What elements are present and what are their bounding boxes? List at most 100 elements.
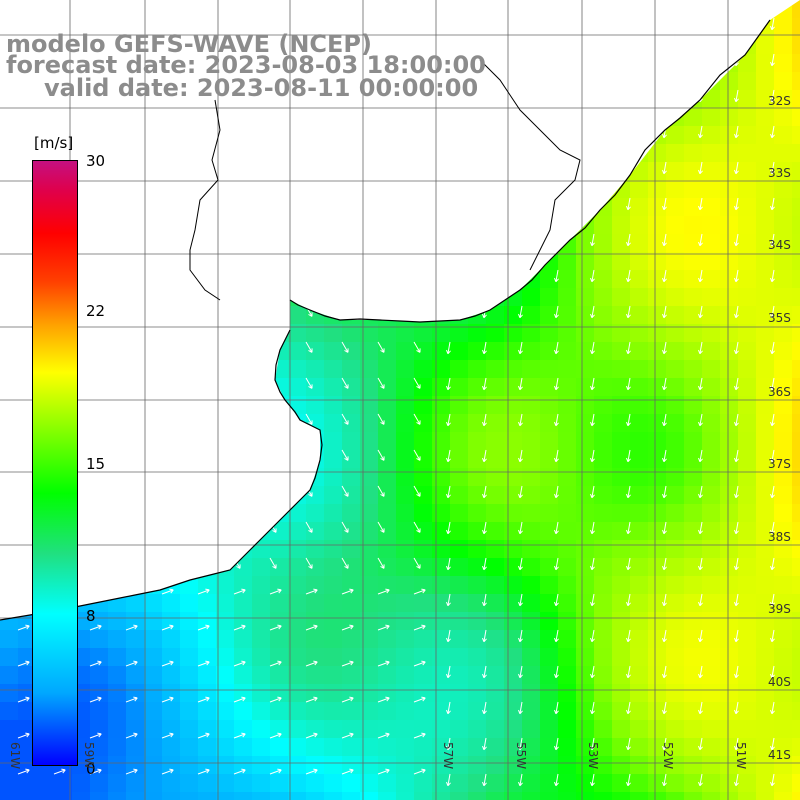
wind-arrow bbox=[518, 305, 523, 319]
wind-cell bbox=[576, 378, 594, 396]
wind-cell bbox=[666, 288, 684, 306]
wind-arrow bbox=[770, 197, 775, 211]
wind-cell bbox=[774, 90, 792, 108]
wind-cell bbox=[324, 612, 342, 630]
wind-cell bbox=[558, 468, 576, 486]
wind-arrow bbox=[377, 485, 385, 497]
wind-cell bbox=[270, 522, 288, 540]
wind-cell bbox=[720, 558, 738, 576]
wind-cell bbox=[630, 558, 648, 576]
wind-cell bbox=[486, 774, 504, 792]
wind-cell bbox=[666, 252, 684, 270]
wind-cell bbox=[540, 468, 558, 486]
wind-arrow bbox=[377, 53, 385, 65]
lon-label: 61W bbox=[8, 742, 22, 770]
wind-arrow bbox=[341, 89, 349, 101]
wind-cell bbox=[666, 378, 684, 396]
wind-cell bbox=[378, 522, 396, 540]
wind-arrow bbox=[89, 696, 102, 703]
wind-cell bbox=[540, 666, 558, 684]
wind-cell bbox=[450, 450, 468, 468]
wind-arrow bbox=[698, 125, 703, 139]
wind-cell bbox=[396, 756, 414, 774]
wind-cell bbox=[756, 108, 774, 126]
colorbar-tick-30: 30 bbox=[86, 152, 106, 170]
wind-arrow bbox=[518, 557, 523, 571]
wind-arrow bbox=[233, 305, 241, 317]
wind-cell bbox=[396, 360, 414, 378]
wind-cell bbox=[720, 378, 738, 396]
wind-cell bbox=[0, 738, 18, 756]
wind-arrow bbox=[17, 377, 25, 389]
wind-arrow bbox=[518, 89, 523, 103]
wind-cell bbox=[432, 594, 450, 612]
wind-cell bbox=[720, 342, 738, 360]
wind-arrow bbox=[341, 161, 349, 173]
wind-cell bbox=[396, 774, 414, 792]
wind-cell bbox=[702, 684, 720, 702]
wind-cell bbox=[324, 486, 342, 504]
river-border bbox=[189, 59, 581, 301]
wind-cell bbox=[756, 468, 774, 486]
wind-cell bbox=[504, 378, 522, 396]
wind-arrow bbox=[518, 125, 523, 139]
wind-arrow bbox=[233, 660, 246, 667]
wind-cell bbox=[270, 648, 288, 666]
wind-cell bbox=[252, 648, 270, 666]
wind-cell bbox=[612, 234, 630, 252]
wind-cell bbox=[612, 306, 630, 324]
wind-arrow bbox=[698, 17, 703, 31]
wind-cell bbox=[738, 162, 756, 180]
wind-cell bbox=[792, 378, 800, 396]
wind-cell bbox=[630, 756, 648, 774]
coastline bbox=[0, 19, 771, 621]
wind-cell bbox=[666, 450, 684, 468]
wind-arrow bbox=[482, 737, 487, 751]
wind-arrow bbox=[125, 696, 138, 703]
wind-cell bbox=[378, 540, 396, 558]
wind-cell bbox=[648, 522, 666, 540]
wind-cell bbox=[396, 486, 414, 504]
wind-arrow bbox=[770, 413, 775, 427]
wind-cell bbox=[270, 756, 288, 774]
wind-cell bbox=[180, 666, 198, 684]
wind-cell bbox=[432, 504, 450, 522]
wind-cell bbox=[252, 720, 270, 738]
wind-arrow bbox=[662, 557, 667, 571]
wind-arrow bbox=[698, 305, 703, 319]
wind-arrow bbox=[269, 732, 282, 739]
wind-arrow bbox=[125, 125, 133, 137]
wind-cell bbox=[414, 324, 432, 342]
wind-arrow bbox=[377, 269, 385, 281]
wind-cell bbox=[324, 396, 342, 414]
wind-cell bbox=[756, 684, 774, 702]
wind-cell bbox=[594, 756, 612, 774]
wind-cell bbox=[648, 486, 666, 504]
wind-cell bbox=[720, 792, 738, 800]
wind-arrow bbox=[377, 588, 390, 595]
wind-cell bbox=[414, 360, 432, 378]
wind-arrow bbox=[125, 624, 138, 631]
wind-arrows bbox=[17, 17, 775, 787]
wind-cell bbox=[432, 450, 450, 468]
wind-cell bbox=[630, 378, 648, 396]
wind-arrow bbox=[626, 629, 631, 643]
wind-cell bbox=[468, 360, 486, 378]
wind-cell bbox=[612, 504, 630, 522]
wind-cell bbox=[684, 630, 702, 648]
wind-arrow bbox=[125, 449, 133, 461]
wind-arrow bbox=[233, 732, 246, 739]
wind-cell bbox=[774, 324, 792, 342]
wind-cell bbox=[720, 144, 738, 162]
wind-cell bbox=[738, 612, 756, 630]
wind-arrow bbox=[269, 588, 282, 595]
wind-cell bbox=[558, 756, 576, 774]
wind-arrow bbox=[161, 269, 169, 281]
wind-arrow bbox=[269, 197, 277, 209]
wind-arrow bbox=[662, 665, 667, 679]
wind-cell bbox=[774, 252, 792, 270]
wind-cell bbox=[594, 576, 612, 594]
wind-cell bbox=[648, 720, 666, 738]
wind-cell bbox=[576, 792, 594, 800]
wind-cell bbox=[720, 72, 738, 90]
